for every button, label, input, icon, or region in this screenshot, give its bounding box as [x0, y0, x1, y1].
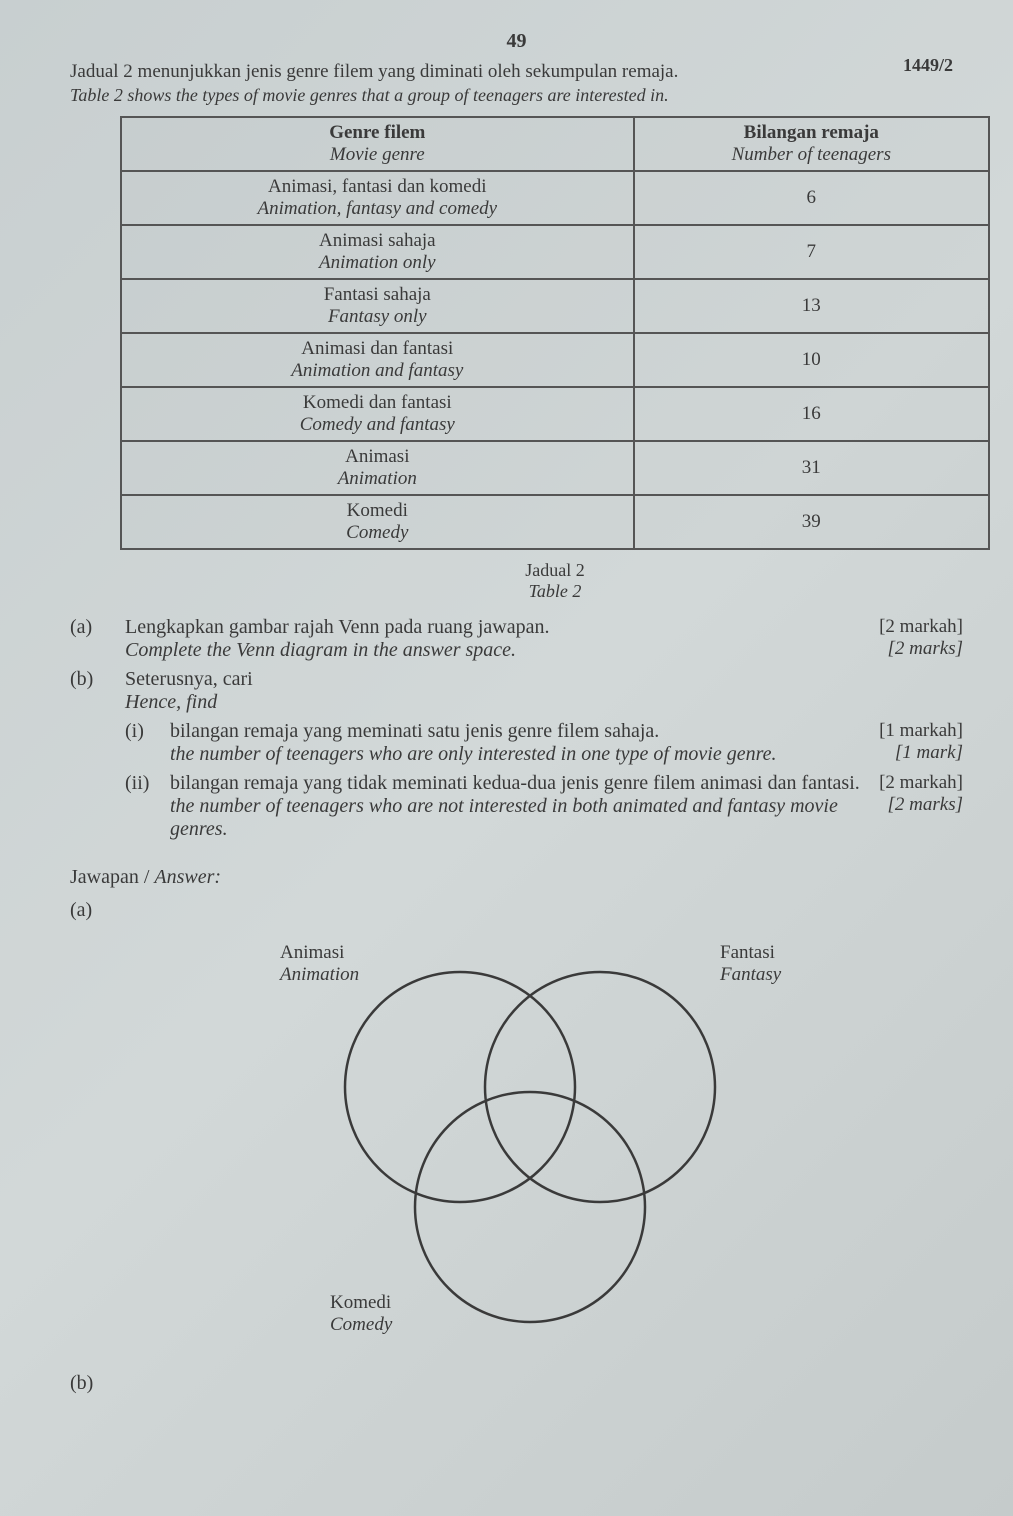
q-bii-label: (ii) [125, 772, 170, 795]
q-bi-marks-en: [1 mark] [879, 742, 963, 764]
genre-en: Fantasy only [132, 306, 623, 328]
q-b-en: Hence, find [125, 691, 963, 714]
answer-header-ms: Jawapan / [70, 866, 154, 888]
q-bii-ms: bilangan remaja yang tidak meminati kedu… [170, 772, 869, 795]
count-cell: 13 [634, 279, 989, 333]
count-cell: 7 [634, 225, 989, 279]
genre-en: Comedy [132, 522, 623, 544]
genre-cell: Fantasi sahajaFantasy only [121, 279, 634, 333]
answer-header: Jawapan / Answer: [70, 866, 963, 889]
venn-svg [270, 932, 830, 1352]
genre-cell: Animasi, fantasi dan komediAnimation, fa… [121, 171, 634, 225]
answer-b-label: (b) [70, 1372, 963, 1395]
q-bi-ms: bilangan remaja yang meminati satu jenis… [170, 720, 869, 743]
venn-label-fantasy: Fantasi Fantasy [720, 942, 781, 986]
q-bi-label: (i) [125, 720, 170, 743]
genre-ms: Animasi, fantasi dan komedi [132, 176, 623, 198]
venn-anim-ms: Animasi [280, 942, 359, 964]
venn-label-comedy: Komedi Comedy [330, 1292, 392, 1336]
genre-ms: Animasi dan fantasi [132, 338, 623, 360]
genre-en: Animation only [132, 252, 623, 274]
genre-ms: Animasi [132, 446, 623, 468]
table-row: Komedi dan fantasiComedy and fantasy16 [121, 387, 989, 441]
genre-ms: Komedi [132, 500, 623, 522]
genre-cell: Komedi dan fantasiComedy and fantasy [121, 387, 634, 441]
table-row: Animasi dan fantasiAnimation and fantasy… [121, 333, 989, 387]
q-b-ms: Seterusnya, cari [125, 668, 963, 691]
venn-circle [415, 1092, 645, 1322]
venn-circle [485, 972, 715, 1202]
q-b-label: (b) [70, 668, 125, 691]
q-bi-marks-ms: [1 markah] [879, 720, 963, 742]
venn-com-ms: Komedi [330, 1292, 392, 1314]
answer-header-en: Answer: [154, 866, 221, 888]
genre-ms: Fantasi sahaja [132, 284, 623, 306]
genre-ms: Komedi dan fantasi [132, 392, 623, 414]
intro-en: Table 2 shows the types of movie genres … [70, 85, 963, 106]
count-cell: 31 [634, 441, 989, 495]
venn-label-animation: Animasi Animation [280, 942, 359, 986]
q-a-marks-ms: [2 markah] [879, 616, 963, 638]
q-bii-en: the number of teenagers who are not inte… [170, 795, 869, 841]
th-genre-ms: Genre filem [132, 122, 623, 144]
genre-en: Animation and fantasy [132, 360, 623, 382]
intro-ms: Jadual 2 menunjukkan jenis genre filem y… [70, 61, 963, 83]
genre-en: Animation, fantasy and comedy [132, 198, 623, 220]
count-cell: 10 [634, 333, 989, 387]
th-count-ms: Bilangan remaja [645, 122, 978, 144]
genre-cell: AnimasiAnimation [121, 441, 634, 495]
table-row: KomediComedy39 [121, 495, 989, 549]
venn-fant-en: Fantasy [720, 964, 781, 986]
venn-fant-ms: Fantasi [720, 942, 781, 964]
count-cell: 39 [634, 495, 989, 549]
genre-cell: Animasi sahajaAnimation only [121, 225, 634, 279]
q-bii-marks-ms: [2 markah] [879, 772, 963, 794]
genre-table: Genre filem Movie genre Bilangan remaja … [120, 116, 990, 550]
caption-en: Table 2 [120, 581, 990, 602]
count-cell: 6 [634, 171, 989, 225]
genre-ms: Animasi sahaja [132, 230, 623, 252]
table-row: Animasi sahajaAnimation only7 [121, 225, 989, 279]
venn-circle [345, 972, 575, 1202]
paper-code: 1449/2 [903, 55, 953, 76]
th-genre-en: Movie genre [132, 144, 623, 166]
q-a-marks-en: [2 marks] [879, 638, 963, 660]
venn-anim-en: Animation [280, 964, 359, 986]
q-bi-en: the number of teenagers who are only int… [170, 743, 869, 766]
genre-cell: KomediComedy [121, 495, 634, 549]
q-bii-marks-en: [2 marks] [879, 794, 963, 816]
q-a-en: Complete the Venn diagram in the answer … [125, 639, 869, 662]
table-row: Animasi, fantasi dan komediAnimation, fa… [121, 171, 989, 225]
genre-en: Comedy and fantasy [132, 414, 623, 436]
q-a-ms: Lengkapkan gambar rajah Venn pada ruang … [125, 616, 869, 639]
venn-diagram: Animasi Animation Fantasi Fantasy Komedi… [270, 932, 870, 1352]
th-genre: Genre filem Movie genre [121, 117, 634, 171]
venn-com-en: Comedy [330, 1314, 392, 1336]
genre-cell: Animasi dan fantasiAnimation and fantasy [121, 333, 634, 387]
table-row: AnimasiAnimation31 [121, 441, 989, 495]
table-caption: Jadual 2 Table 2 [120, 560, 990, 602]
th-count-en: Number of teenagers [645, 144, 978, 166]
q-a-label: (a) [70, 616, 125, 639]
answer-a-label: (a) [70, 899, 963, 922]
th-count: Bilangan remaja Number of teenagers [634, 117, 989, 171]
caption-ms: Jadual 2 [120, 560, 990, 581]
count-cell: 16 [634, 387, 989, 441]
table-row: Fantasi sahajaFantasy only13 [121, 279, 989, 333]
page-number: 49 [70, 30, 963, 53]
genre-en: Animation [132, 468, 623, 490]
